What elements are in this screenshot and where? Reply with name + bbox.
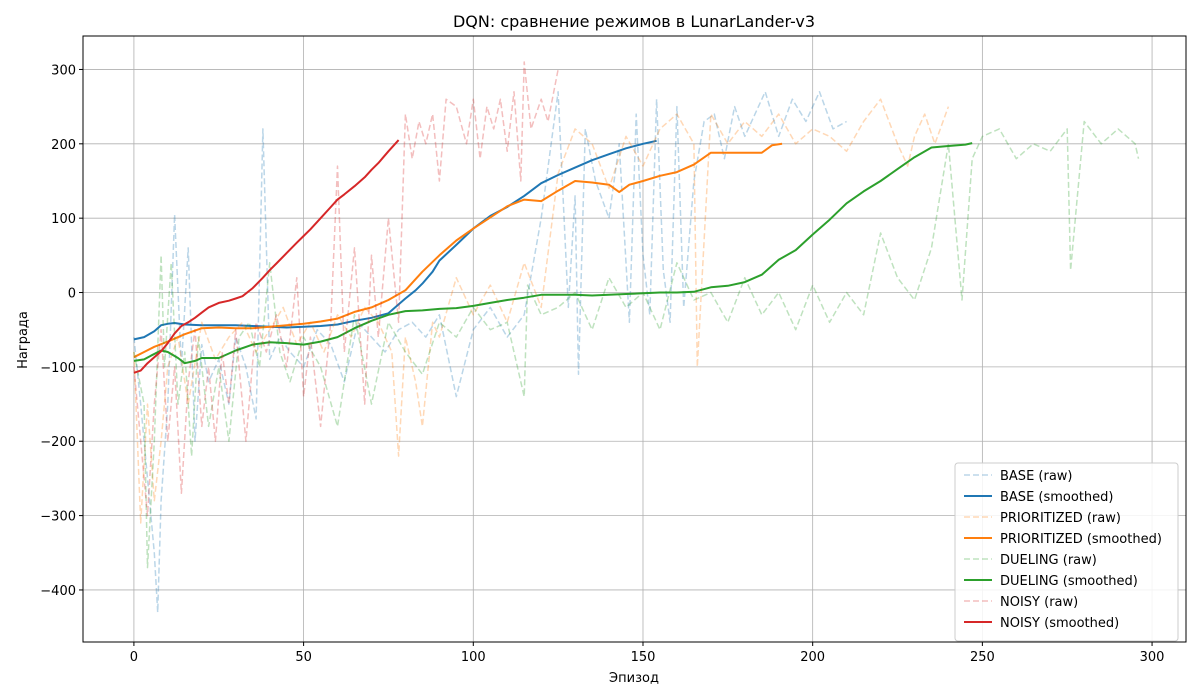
legend: BASE (raw) BASE (smoothed) PRIORITIZED (ra…: [954, 462, 1179, 642]
series-line-prioritized-raw: [133, 98, 950, 524]
legend-label: DUELING (smoothed): [1000, 574, 1138, 589]
legend-box: [954, 462, 1179, 642]
grid: [83, 36, 1186, 642]
x-tick-label: 50: [295, 650, 312, 665]
y-tick-label: 100: [51, 212, 76, 227]
legend-label: NOISY (raw): [1000, 595, 1078, 610]
plot-series: [133, 61, 1140, 614]
legend-label: NOISY (smoothed): [1000, 616, 1119, 631]
x-axis-label: Эпизод: [609, 671, 659, 686]
legend-label: PRIORITIZED (smoothed): [1000, 532, 1162, 547]
x-tick-label: 150: [631, 650, 656, 665]
x-tick-label: 0: [130, 650, 138, 665]
chart-title: DQN: сравнение режимов в LunarLander-v3: [453, 12, 815, 31]
legend-label: DUELING (raw): [1000, 553, 1097, 568]
legend-label: BASE (raw): [1000, 469, 1073, 484]
y-tick-label: 200: [51, 138, 76, 153]
series-line-dueling-smoothed: [133, 142, 973, 365]
axes: 0 50 100 150 200 250 300 −400 −300 −200 −100 0 100 20…: [40, 63, 1164, 665]
series-line-noisy-raw: [133, 61, 559, 517]
y-tick-label: −100: [40, 361, 76, 376]
y-tick-label: −200: [40, 435, 76, 450]
series-line-prioritized-smoothed: [133, 142, 783, 359]
series-line-base-smoothed: [133, 139, 657, 341]
x-tick-label: 300: [1140, 650, 1165, 665]
y-tick-label: −300: [40, 510, 76, 525]
y-tick-label: 0: [68, 287, 76, 302]
x-tick-label: 200: [800, 650, 825, 665]
series-line-base-raw: [133, 91, 847, 614]
legend-label: BASE (smoothed): [1000, 490, 1113, 505]
x-tick-label: 250: [970, 650, 995, 665]
legend-label: PRIORITIZED (raw): [1000, 511, 1121, 526]
y-tick-label: −400: [40, 584, 76, 599]
y-tick-label: 300: [51, 63, 76, 78]
y-axis-label: Награда: [16, 311, 31, 369]
series-line-noisy-smoothed: [133, 139, 400, 374]
series-line-dueling-raw: [133, 120, 1140, 569]
x-tick-label: 100: [461, 650, 486, 665]
plot-area-frame: [82, 35, 1187, 643]
